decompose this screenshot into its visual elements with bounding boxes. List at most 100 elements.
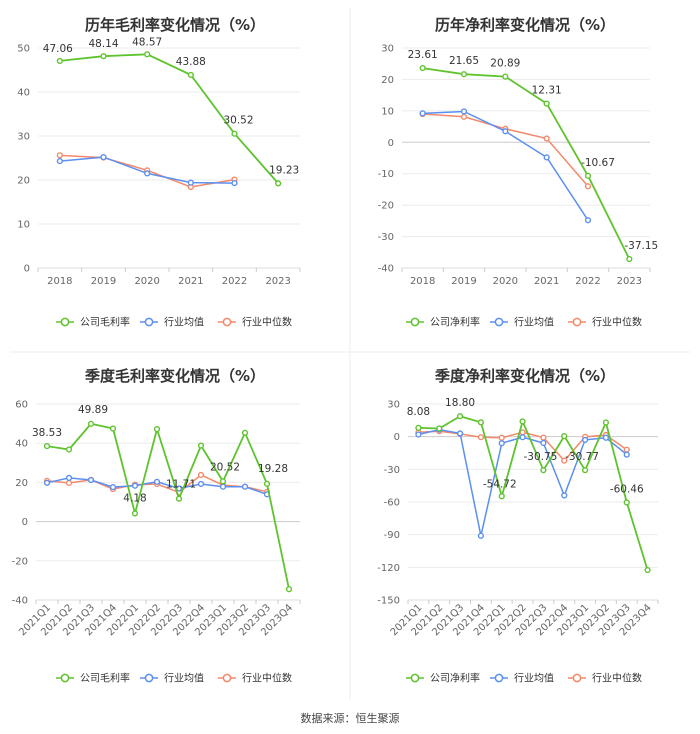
data-point-industry-avg — [197, 480, 205, 488]
data-label: 30.52 — [223, 115, 253, 127]
data-point-company — [187, 71, 194, 79]
data-label: -30.77 — [565, 451, 599, 463]
y-tick-label: 40 — [17, 88, 30, 99]
x-tick-label: 2018 — [410, 276, 435, 287]
data-point-industry-avg — [419, 110, 426, 117]
data-label: 43.88 — [176, 56, 206, 68]
data-point-industry-avg — [498, 440, 505, 447]
data-label: -54.72 — [483, 478, 517, 490]
data-point-industry-avg — [187, 179, 194, 186]
x-tick-label: 2022 — [222, 276, 247, 287]
data-point-industry-median — [477, 434, 485, 441]
x-tick-label: 2019 — [91, 276, 116, 287]
data-point-company — [275, 180, 282, 187]
data-point-company — [65, 446, 73, 453]
data-point-company — [241, 429, 249, 436]
data-label: 12.31 — [532, 85, 562, 97]
x-tick-label: 2018 — [47, 276, 72, 287]
data-label: 48.14 — [88, 38, 118, 50]
data-point-company — [626, 255, 633, 263]
legend-item-industry-median[interactable]: 行业中位数 — [218, 672, 292, 685]
data-point-company — [43, 442, 51, 450]
data-point-company — [436, 425, 443, 432]
data-point-industry-avg — [241, 483, 249, 490]
data-point-industry-avg — [519, 434, 526, 441]
legend-swatch-marker — [222, 673, 232, 683]
annual-net-margin-chart: 历年净利率变化情况（%） -40 -30 -20 -10 0 10 20 30 2018 2019 2… — [378, 16, 659, 328]
data-label: 47.06 — [43, 43, 73, 55]
legend-label: 行业中位数 — [242, 672, 292, 685]
y-tick-label: 20 — [381, 75, 394, 86]
legend-item-company[interactable]: 公司净利率 — [406, 672, 480, 685]
legend-item-industry-median[interactable]: 行业中位数 — [568, 316, 642, 329]
data-label: -37.15 — [624, 240, 658, 252]
x-tick-label: 2022 — [575, 276, 600, 287]
data-point-company — [561, 433, 568, 440]
data-label: 11.71 — [166, 479, 196, 491]
legend-item-industry-avg[interactable]: 行业均值 — [140, 672, 204, 685]
legend-item-industry-avg[interactable]: 行业均值 — [490, 316, 554, 329]
legend-item-industry-avg[interactable]: 行业均值 — [490, 672, 554, 685]
legend-label: 行业均值 — [514, 672, 554, 685]
data-point-industry-avg — [415, 431, 422, 438]
data-point-industry-avg — [131, 482, 139, 489]
y-tick-label: 10 — [17, 220, 30, 231]
data-point-company — [175, 495, 183, 502]
data-point-industry-median — [623, 446, 630, 453]
series-line-company — [59, 53, 279, 184]
data-label: 38.53 — [32, 427, 62, 439]
y-tick-label: 60 — [15, 400, 28, 411]
legend-label: 行业中位数 — [242, 316, 292, 329]
data-point-industry-median — [498, 434, 505, 441]
y-tick-label: -40 — [12, 596, 28, 607]
data-point-industry-avg — [581, 436, 589, 444]
legend-item-industry-median[interactable]: 行业中位数 — [568, 672, 642, 685]
legend-label: 行业均值 — [164, 316, 204, 329]
data-point-industry-median — [540, 434, 547, 441]
legend-item-company[interactable]: 公司毛利率 — [56, 316, 130, 329]
y-tick-label: 0 — [22, 517, 28, 528]
legend-swatch-marker — [494, 317, 504, 327]
legend-item-industry-avg[interactable]: 行业均值 — [140, 316, 204, 329]
data-point-industry-avg — [584, 217, 592, 224]
data-point-company — [197, 442, 205, 449]
y-tick-label: -60 — [384, 498, 400, 509]
data-point-company — [460, 71, 468, 78]
y-tick-label: -30 — [384, 465, 400, 476]
y-tick-label: 30 — [387, 400, 400, 411]
data-point-company — [519, 418, 526, 425]
data-point-industry-avg — [540, 439, 547, 447]
y-tick-label: -10 — [378, 169, 394, 180]
data-point-industry-median — [65, 479, 73, 487]
data-label: 20.89 — [490, 58, 520, 70]
data-point-company — [144, 51, 151, 58]
x-tick-label: 2020 — [493, 276, 518, 287]
legend-item-industry-median[interactable]: 行业中位数 — [218, 316, 292, 329]
data-point-industry-avg — [65, 474, 73, 481]
x-tick-label: 2021 — [534, 276, 559, 287]
data-point-company — [131, 510, 139, 517]
legend-item-company[interactable]: 公司毛利率 — [56, 672, 130, 685]
data-point-industry-avg — [43, 479, 51, 486]
data-point-company — [456, 413, 464, 420]
legend-item-company[interactable]: 公司净利率 — [406, 316, 480, 329]
data-label: 20.52 — [210, 461, 240, 473]
data-point-company — [602, 419, 610, 426]
chart-title: 季度毛利率变化情况（%） — [85, 367, 265, 385]
data-point-company — [498, 493, 505, 500]
data-point-industry-median — [561, 457, 568, 464]
legend-label: 公司净利率 — [430, 316, 480, 329]
legend-label: 公司毛利率 — [80, 672, 130, 685]
data-point-company — [87, 420, 95, 427]
data-point-company — [219, 478, 227, 485]
series-line-company — [418, 415, 649, 571]
data-point-industry-median — [584, 183, 592, 190]
data-point-industry-median — [460, 113, 468, 120]
x-tick-label: 2021 — [178, 276, 203, 287]
data-point-industry-avg — [219, 483, 227, 490]
legend-swatch-marker — [144, 673, 154, 683]
data-point-company — [263, 480, 271, 487]
data-point-company — [644, 566, 651, 574]
data-point-company — [415, 424, 422, 431]
